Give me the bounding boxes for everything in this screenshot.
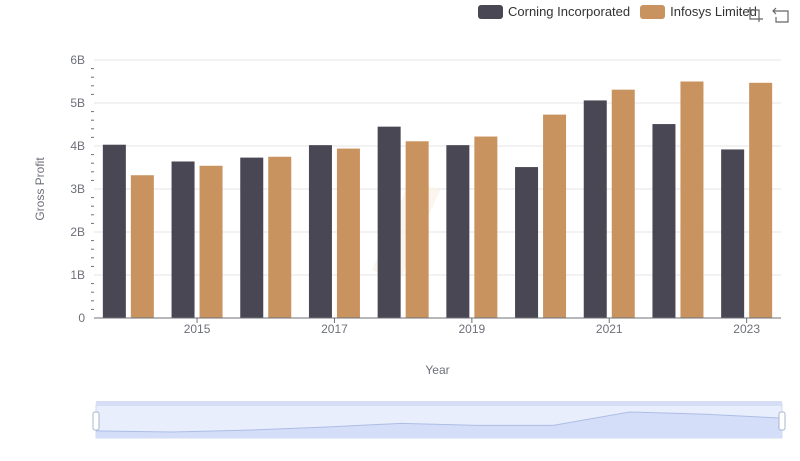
legend-label-infosys: Infosys Limited bbox=[670, 4, 757, 19]
y-tick-label: 5B bbox=[70, 96, 85, 110]
bar-infosys bbox=[680, 81, 704, 318]
slider-move-bar bbox=[96, 401, 782, 406]
bar-corning bbox=[652, 124, 676, 318]
legend-swatch-corning bbox=[478, 4, 503, 19]
x-tick-label: 2015 bbox=[184, 322, 211, 336]
bar-infosys bbox=[268, 156, 292, 318]
bar-corning bbox=[102, 144, 126, 318]
bar-infosys bbox=[130, 175, 154, 318]
bar-infosys bbox=[199, 165, 223, 318]
x-axis-title: Year bbox=[425, 363, 449, 377]
bar-corning bbox=[171, 161, 195, 318]
bar-corning bbox=[308, 145, 332, 318]
bar-corning bbox=[446, 145, 470, 318]
data-zoom-icon[interactable] bbox=[746, 6, 764, 24]
bar-corning bbox=[583, 100, 607, 318]
bar-corning bbox=[377, 126, 401, 319]
y-tick-label: 6B bbox=[70, 53, 85, 67]
legend-item-corning[interactable]: Corning Incorporated bbox=[478, 4, 630, 19]
x-tick-label: 2023 bbox=[733, 322, 760, 336]
slider-handle-left[interactable] bbox=[92, 411, 100, 431]
y-tick-label: 0 bbox=[78, 311, 85, 325]
bar-corning bbox=[721, 149, 745, 318]
legend: Corning Incorporated Infosys Limited bbox=[478, 4, 767, 19]
legend-item-infosys[interactable]: Infosys Limited bbox=[640, 4, 757, 19]
y-tick-label: 4B bbox=[70, 139, 85, 153]
bar-infosys bbox=[336, 148, 360, 318]
slider-preview-area bbox=[96, 412, 782, 438]
y-tick-label: 1B bbox=[70, 268, 85, 282]
bar-corning bbox=[240, 157, 264, 318]
restore-icon[interactable] bbox=[772, 6, 790, 24]
x-tick-label: 2019 bbox=[458, 322, 485, 336]
bar-infosys bbox=[543, 114, 567, 318]
legend-swatch-infosys bbox=[640, 4, 666, 19]
bar-corning bbox=[515, 167, 539, 318]
y-tick-label: 3B bbox=[70, 182, 85, 196]
bar-infosys bbox=[749, 82, 773, 318]
x-tick-label: 2017 bbox=[321, 322, 348, 336]
x-tick-label: 2021 bbox=[596, 322, 623, 336]
legend-label-corning: Corning Incorporated bbox=[508, 4, 631, 19]
bar-infosys bbox=[611, 89, 635, 318]
toolbox bbox=[746, 6, 798, 24]
slider-handle-right[interactable] bbox=[778, 411, 786, 431]
bar-infosys bbox=[405, 141, 429, 318]
y-tick-label: 2B bbox=[70, 225, 85, 239]
data-zoom-slider[interactable] bbox=[92, 401, 786, 439]
y-axis-title: Gross Profit bbox=[33, 157, 47, 221]
slider-preview-line bbox=[95, 411, 783, 433]
bar-infosys bbox=[474, 136, 498, 318]
